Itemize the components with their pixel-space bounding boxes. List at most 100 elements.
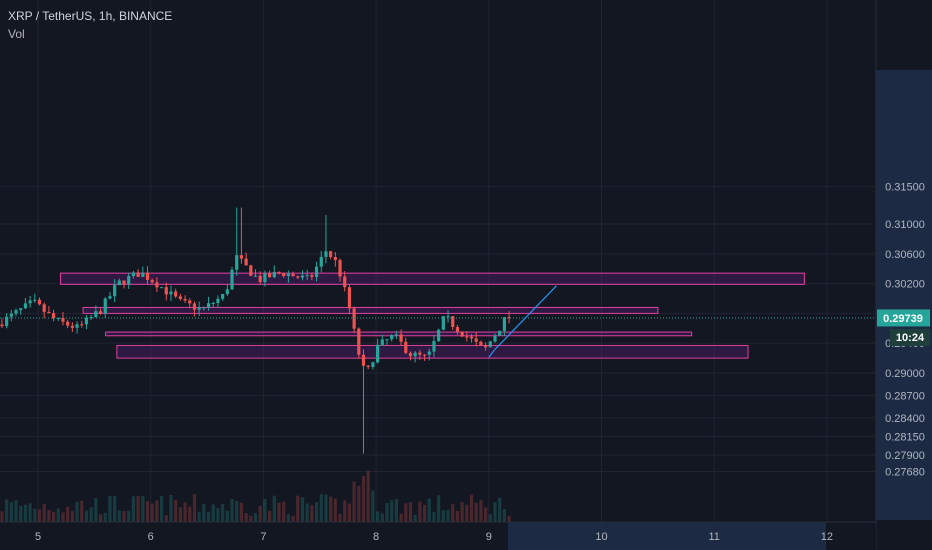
volume-bar [408, 502, 413, 522]
candle-body [113, 285, 117, 297]
candle-body [206, 303, 211, 308]
volume-bar [277, 502, 281, 522]
price-axis-ticks: 0.315000.310000.306000.302000.298000.294… [885, 182, 925, 479]
candle-body [127, 276, 131, 285]
volume-bar [155, 500, 159, 522]
candle-body [267, 273, 272, 278]
volume-bar [432, 511, 436, 522]
candle-body [441, 316, 445, 330]
candle-body [451, 316, 455, 327]
current-price-label: 0.29739 10:24 [877, 309, 930, 346]
volume-bar [507, 515, 511, 522]
volume-bar [141, 496, 145, 522]
candle-body [418, 352, 422, 355]
volume-bar [418, 501, 422, 522]
volume-bar [286, 514, 290, 522]
candle-body [150, 279, 154, 283]
volume-bar [324, 494, 328, 522]
candle-body [197, 307, 201, 310]
candle-body [399, 334, 403, 342]
time-tick-label: 8 [373, 531, 379, 543]
candle-body [404, 341, 408, 353]
volume-bar [390, 500, 394, 522]
volume-bar [89, 507, 93, 522]
candle-body [333, 257, 337, 261]
candle-body [437, 329, 441, 342]
volume-bar [404, 503, 408, 522]
volume-bar [474, 502, 478, 522]
volume-bar [305, 503, 309, 522]
volume-bar [296, 495, 300, 522]
candle-body [352, 308, 356, 329]
volume-bar [5, 499, 9, 522]
candle-body [465, 336, 469, 338]
candle-body [89, 316, 93, 318]
time-tick-label: 5 [35, 531, 41, 543]
candle-body [446, 316, 450, 318]
candle-body [408, 352, 413, 357]
candle-body [296, 276, 300, 278]
candle-body [122, 280, 126, 285]
candle-body [28, 300, 32, 304]
candle-body [286, 273, 290, 277]
volume-bar [366, 470, 370, 522]
volume-bar [427, 498, 431, 522]
candle-body [390, 335, 394, 340]
volume-bar [98, 514, 103, 522]
candle-body [131, 272, 136, 277]
candle-body [394, 334, 398, 336]
candle-body [23, 303, 28, 309]
candle-body [202, 307, 206, 309]
volume-bar [263, 498, 267, 522]
volume-bar [225, 510, 229, 522]
volume-bar [84, 510, 89, 522]
volume-bar [61, 512, 65, 522]
volume-bar [239, 502, 244, 522]
volume-bar [23, 504, 28, 522]
candle-body [178, 296, 182, 299]
volume-bar [127, 510, 131, 522]
candle-body [361, 354, 366, 366]
volume-bar [70, 510, 74, 522]
grid [0, 0, 876, 522]
candle-body [47, 311, 51, 314]
candle-body [136, 272, 140, 277]
candle-body [56, 318, 60, 320]
volume-bar [314, 502, 319, 522]
volume-bar [145, 501, 150, 522]
candle-body [305, 275, 309, 277]
volume-bar [380, 513, 384, 522]
candle-body [155, 282, 159, 288]
volume-bar [75, 502, 79, 522]
volume-bar [300, 497, 305, 522]
price-tick-label: 0.28700 [885, 390, 925, 402]
volume-bar [437, 495, 441, 522]
candle-body [329, 251, 333, 258]
candle-body [216, 298, 220, 303]
volume-bar [159, 495, 164, 522]
volume-bar [488, 514, 492, 522]
candle-body [103, 298, 107, 314]
volume-bar [197, 511, 201, 522]
volume-bar [267, 510, 272, 522]
volume-bar [484, 507, 488, 522]
volume-bar [188, 506, 192, 522]
candle-body [51, 313, 56, 319]
volume-bar [136, 495, 140, 522]
volume-bar [117, 510, 121, 522]
candle-body [460, 331, 464, 337]
price-tick-label: 0.30600 [885, 249, 925, 261]
candle-body [507, 317, 511, 319]
price-axis-highlight [876, 70, 932, 520]
volume-bar [108, 495, 112, 522]
volume-bar [493, 501, 497, 522]
candle-body [94, 311, 98, 317]
volume-bar [310, 505, 314, 522]
volume-bar [47, 509, 51, 522]
price-tick-label: 0.29000 [885, 368, 925, 380]
trendline-segment [488, 349, 495, 358]
volume-bar [174, 499, 178, 522]
volume-bar [469, 494, 474, 522]
volume-bar [376, 511, 380, 522]
